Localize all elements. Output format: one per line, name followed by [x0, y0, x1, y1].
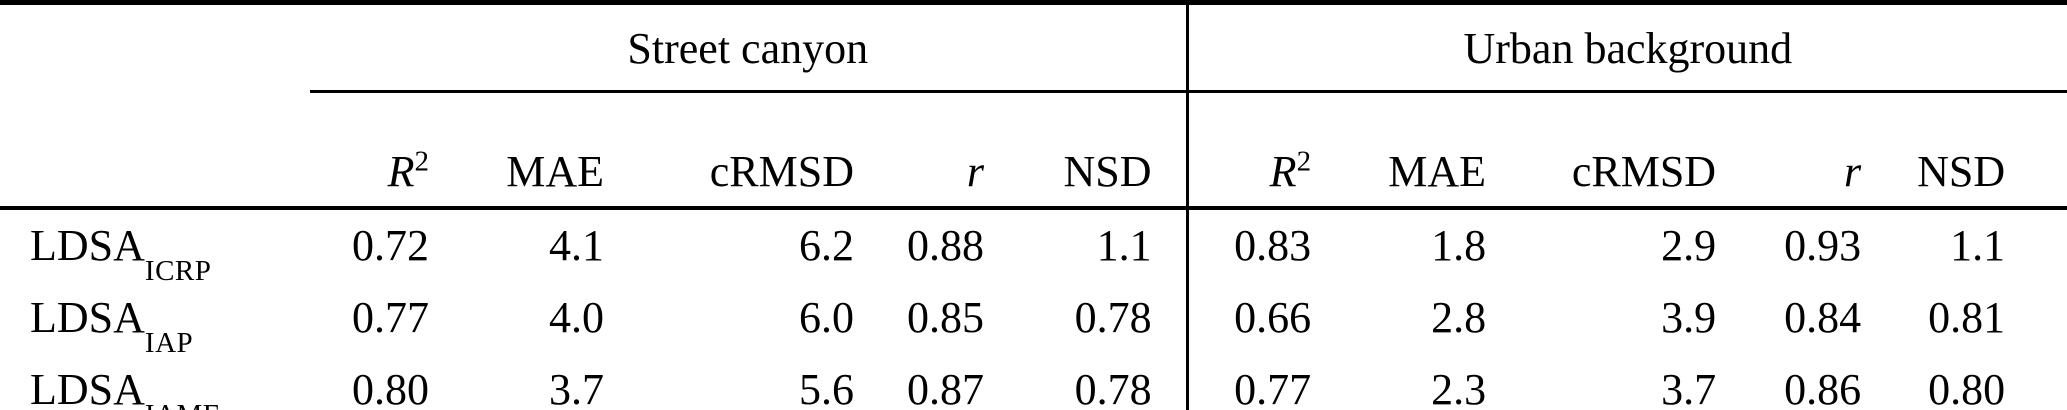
r2-superscript: 2 — [1296, 145, 1312, 178]
value-cell: 0.93 — [1784, 221, 1862, 270]
stat-header-street-mae: MAE — [430, 91, 605, 210]
value-cell: 0.77 — [352, 293, 429, 342]
value-cell: 5.6 — [799, 365, 854, 410]
value-cell: 2.3 — [1431, 365, 1487, 410]
value-cell: 0.66 — [1185, 282, 1313, 354]
value-cell: 1.1 — [1096, 221, 1152, 270]
row-label-base: LDSA — [30, 365, 145, 410]
value-cell: 0.78 — [1074, 365, 1152, 410]
stat-header-street-r2: R2 — [310, 91, 430, 210]
value-cell: 4.0 — [549, 293, 604, 342]
stat-header-urban-mae: MAE — [1312, 91, 1488, 210]
group-header-urban-background: Urban background — [1185, 2, 2067, 93]
row-label-subscript: IAME — [145, 399, 221, 410]
value-cell: 2.9 — [1661, 221, 1717, 270]
group-header-row: Street canyon Urban background — [0, 2, 2067, 93]
stat-header-street-r: r — [855, 91, 985, 210]
value-cell: 0.86 — [1784, 365, 1862, 410]
stat-header-row: R2 MAE cRMSD r NSD R2 MAE cRMSD r NSD — [0, 91, 2067, 210]
value-cell: 6.2 — [799, 221, 854, 270]
table-row-ldsa-icrp: LDSAICRP 0.72 4.1 6.2 0.88 1.1 0.83 1.8 … — [0, 208, 2067, 286]
table-row-ldsa-iame: LDSAIAME 0.80 3.7 5.6 0.87 0.78 0.77 2.3… — [0, 354, 2067, 410]
value-cell: 0.83 — [1185, 208, 1313, 282]
value-cell: 3.7 — [549, 365, 604, 410]
r2-base: R — [1269, 147, 1297, 196]
r-base: r — [1843, 147, 1862, 196]
row-label-base: LDSA — [30, 221, 145, 270]
value-cell: 2.8 — [1431, 293, 1487, 342]
row-label-subscript: IAP — [144, 326, 194, 359]
value-cell: 0.88 — [907, 221, 984, 270]
value-cell: 3.7 — [1661, 365, 1717, 410]
stat-header-street-nsd: NSD — [985, 91, 1188, 210]
value-cell: 0.87 — [907, 365, 984, 410]
value-cell: 4.1 — [549, 221, 604, 270]
stat-header-urban-r2: R2 — [1185, 91, 1313, 210]
corner-cell — [0, 91, 310, 210]
value-cell: 0.85 — [907, 293, 984, 342]
row-label-ldsa-icrp: LDSAICRP — [0, 208, 310, 286]
stat-header-urban-r: r — [1717, 91, 1863, 210]
group-header-street-canyon: Street canyon — [310, 2, 1188, 93]
value-cell: 0.80 — [1928, 365, 2006, 410]
value-cell: 0.81 — [1928, 293, 2006, 342]
value-cell: 0.84 — [1784, 293, 1862, 342]
r-base: r — [966, 147, 984, 196]
value-cell: 0.72 — [352, 221, 429, 270]
value-cell: 1.8 — [1431, 221, 1487, 270]
value-cell: 0.77 — [1185, 354, 1313, 410]
row-label-ldsa-iap: LDSAIAP — [0, 282, 310, 358]
stat-header-street-crmsd: cRMSD — [605, 91, 855, 210]
value-cell: 3.9 — [1661, 293, 1717, 342]
row-label-subscript: ICRP — [144, 254, 212, 287]
table-row-ldsa-iap: LDSAIAP 0.77 4.0 6.0 0.85 0.78 0.66 2.8 … — [0, 282, 2067, 358]
stat-header-urban-nsd: NSD — [1862, 91, 2067, 210]
row-label-base: LDSA — [30, 293, 145, 342]
value-cell: 1.1 — [1950, 221, 2006, 270]
row-label-ldsa-iame: LDSAIAME — [0, 354, 310, 410]
r2-superscript: 2 — [414, 145, 430, 178]
value-cell: 6.0 — [799, 293, 854, 342]
value-cell: 0.80 — [352, 365, 429, 410]
corner-cell — [0, 3, 310, 92]
r2-base: R — [387, 147, 415, 196]
value-cell: 0.78 — [1074, 293, 1152, 342]
stat-header-urban-crmsd: cRMSD — [1487, 91, 1718, 210]
